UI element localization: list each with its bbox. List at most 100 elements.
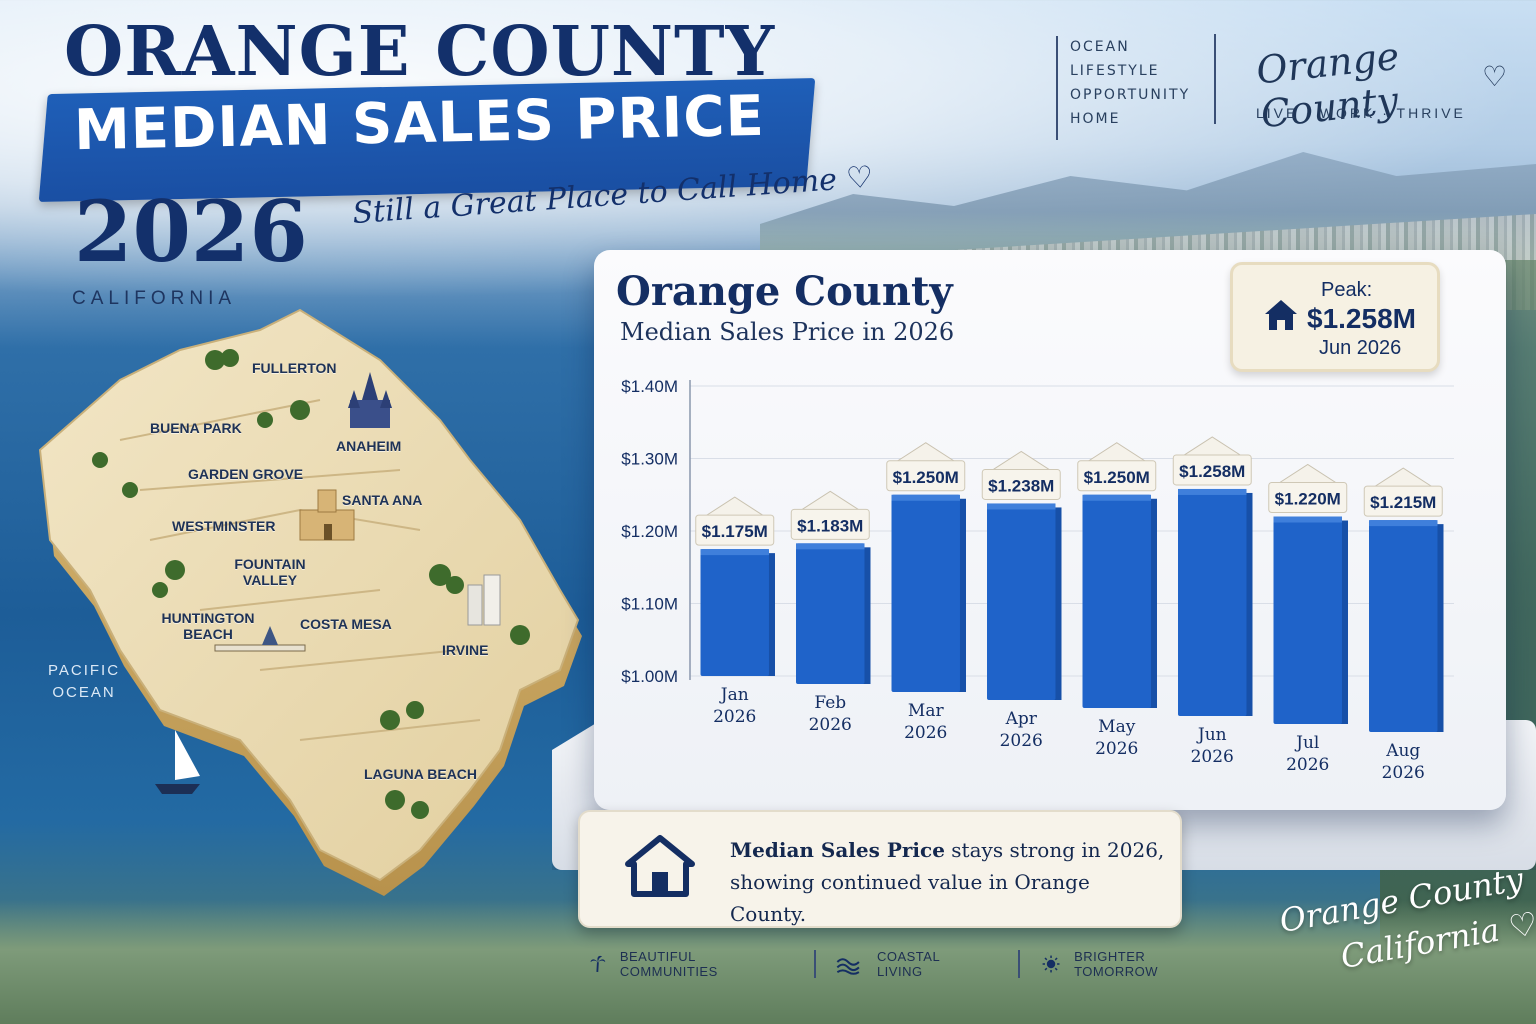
- divider: [814, 950, 816, 978]
- state-label: CALIFORNIA: [72, 288, 237, 309]
- bar: [796, 543, 865, 684]
- bar-top: [1369, 520, 1438, 527]
- city-label: ANAHEIM: [336, 438, 402, 454]
- label-roof: [1370, 467, 1436, 489]
- peak-label: Peak:: [1321, 279, 1373, 301]
- label-roof: [893, 442, 959, 464]
- divider: [1214, 34, 1216, 124]
- x-tick-label: 2026: [1095, 739, 1138, 759]
- palm-tree-icon: [590, 955, 606, 972]
- value-label: $1.183M: [797, 516, 863, 535]
- x-tick-label: Aug: [1385, 741, 1420, 761]
- bar-side: [1148, 498, 1157, 708]
- value-label: $1.175M: [702, 522, 768, 541]
- y-tick-label: $1.30M: [621, 450, 678, 469]
- divider: [1018, 950, 1020, 978]
- feature-label: BEAUTIFUL COMMUNITIES: [619, 949, 718, 979]
- y-tick-label: $1.20M: [621, 522, 678, 541]
- y-tick-label: $1.00M: [621, 667, 678, 686]
- city-label: FOUNTAIN VALLEY: [234, 556, 306, 588]
- chart-title: Orange County: [616, 268, 953, 315]
- castle-icon: [348, 372, 392, 428]
- sailboat-icon: [155, 730, 200, 794]
- city-label: WESTMINSTER: [172, 518, 276, 534]
- x-tick-label: Jan: [719, 685, 749, 705]
- bar: [1273, 516, 1342, 724]
- bar: [987, 503, 1056, 700]
- caption-rest: stays strong in 2026, showing continued …: [730, 838, 1165, 926]
- bar: [1082, 494, 1151, 708]
- x-tick-label: Feb: [814, 693, 846, 713]
- pier-icon: [214, 626, 306, 652]
- bar-top: [891, 494, 960, 501]
- label-box: [886, 460, 966, 492]
- peak-callout: Peak: $1.258M Jun 2026: [1230, 262, 1440, 372]
- x-tick-label: 2026: [1286, 755, 1329, 775]
- lifestyle-word: OPPORTUNITY: [1070, 87, 1191, 103]
- city-label: IRVINE: [442, 642, 489, 658]
- caption-box: Median Sales Price stays strong in 2026,…: [578, 810, 1182, 928]
- feature-label: BRIGHTER TOMORROW: [1074, 949, 1158, 979]
- heart-icon: ♡: [1482, 61, 1508, 92]
- sun-icon: [1042, 955, 1060, 973]
- brand-motto: LIVE · WORK · THRIVE: [1256, 105, 1466, 121]
- chart-subtitle: Median Sales Price in 2026: [620, 318, 955, 346]
- waves-icon: [836, 958, 860, 975]
- label-box: [1363, 485, 1443, 517]
- y-tick-label: $1.10M: [621, 595, 678, 614]
- y-tick-label: $1.40M: [621, 377, 678, 396]
- ocean-label: PACIFIC OCEAN: [47, 662, 121, 701]
- caption-bold: Median Sales Price: [730, 838, 945, 862]
- label-box: [695, 514, 775, 546]
- feature-item: BRIGHTER TOMORROW: [1042, 944, 1170, 984]
- bar-top: [1178, 488, 1247, 495]
- bar-chart: $1.00M $1.10M $1.20M $1.30M $1.40M $1.175M Jan…: [621, 377, 1454, 783]
- house-icon: [1265, 300, 1297, 330]
- house-icon: [625, 835, 695, 897]
- value-label: $1.258M: [1179, 462, 1245, 481]
- city-label: COSTA MESA: [300, 616, 392, 632]
- subtitle: MEDIAN SALES PRICE: [73, 83, 766, 164]
- value-label: $1.220M: [1275, 490, 1341, 509]
- label-roof: [1084, 442, 1150, 464]
- bar: [1369, 520, 1438, 732]
- map-illustration: [38, 308, 582, 896]
- label-box: [981, 468, 1061, 500]
- buildings-icon: [467, 574, 501, 626]
- bar-side: [766, 553, 775, 676]
- city-label: HUNTINGTON BEACH: [161, 610, 255, 642]
- x-tick-label: Jul: [1294, 733, 1319, 753]
- peak-date: Jun 2026: [1319, 337, 1402, 359]
- label-box: [1268, 482, 1348, 513]
- lifestyle-word: HOME: [1070, 111, 1121, 127]
- bar-top: [700, 549, 769, 556]
- label-roof: [702, 496, 768, 518]
- bar-top: [1273, 516, 1342, 523]
- lifestyle-list: OCEAN LIFESTYLE OPPORTUNITY HOME: [1070, 35, 1190, 131]
- bar-top: [1082, 494, 1151, 501]
- x-tick-label: 2026: [1382, 763, 1425, 783]
- value-label: $1.238M: [988, 476, 1054, 495]
- bar-side: [1339, 520, 1348, 724]
- bar: [1178, 488, 1247, 716]
- bar-top: [796, 543, 865, 550]
- x-tick-label: May: [1098, 717, 1136, 737]
- feature-item: COASTAL LIVING: [836, 944, 953, 984]
- caption-text: Median Sales Price stays strong in 2026,…: [730, 834, 1170, 930]
- label-roof: [1179, 436, 1245, 458]
- city-label: FULLERTON: [252, 360, 337, 376]
- value-label: $1.250M: [1084, 468, 1150, 487]
- label-roof: [988, 450, 1054, 472]
- city-label: BUENA PARK: [150, 420, 242, 436]
- peak-value: $1.258M: [1307, 303, 1416, 334]
- label-roof: [1275, 463, 1341, 485]
- x-tick-label: 2026: [904, 723, 947, 743]
- city-label: GARDEN GROVE: [188, 466, 304, 482]
- corner-script: Orange County California ♡: [1276, 855, 1536, 990]
- bar-side: [957, 498, 966, 692]
- x-tick-label: Mar: [908, 701, 945, 721]
- lifestyle-word: LIFESTYLE: [1070, 63, 1160, 79]
- bar-side: [1244, 492, 1253, 716]
- x-tick-label: 2026: [713, 707, 756, 727]
- bar: [891, 494, 960, 692]
